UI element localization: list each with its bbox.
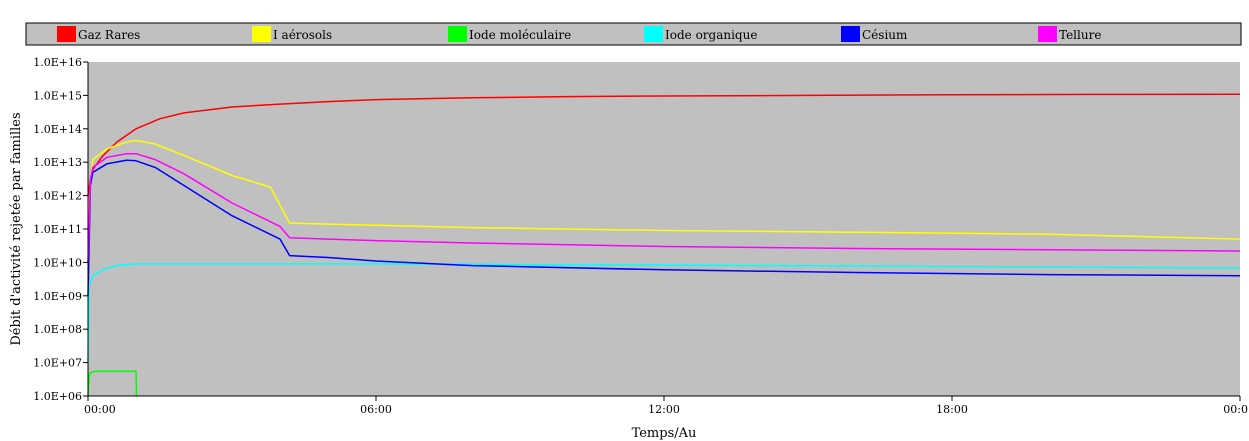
legend: Gaz Rares I aérosols Iode moléculaire Iode … xyxy=(25,22,1242,46)
legend-label-gaz-rares: Gaz Rares xyxy=(78,28,140,42)
y-tick-label: 1.0E+12 xyxy=(33,190,82,203)
x-tick-label: 00:0 xyxy=(1223,403,1248,416)
y-tick-label: 1.0E+14 xyxy=(33,123,82,136)
y-tick-label: 1.0E+13 xyxy=(33,156,82,169)
x-ticks: 00:00 06:00 12:00 18:00 00:0 xyxy=(84,396,1248,416)
series-line-iode-organique xyxy=(87,263,1241,363)
legend-frame xyxy=(25,22,1242,46)
y-tick-label: 1.0E+07 xyxy=(33,357,82,370)
legend-swatch-tellure xyxy=(1038,26,1057,42)
series-line-iode-moleculaire xyxy=(87,370,138,397)
x-axis-title: Temps/Au xyxy=(632,426,697,441)
plot-area xyxy=(88,62,1240,396)
series-layer xyxy=(87,93,1241,397)
y-tick-label: 1.0E+15 xyxy=(33,89,82,102)
y-ticks: 1.0E+06 1.0E+07 1.0E+08 1.0E+09 1.0E+10 1.0E+… xyxy=(33,56,88,403)
y-tick-label: 1.0E+10 xyxy=(33,256,82,269)
x-tick-label: 18:00 xyxy=(936,403,968,416)
legend-label-tellure: Tellure xyxy=(1059,28,1101,42)
series-line-i-aerosols xyxy=(87,139,1241,240)
y-tick-label: 1.0E+11 xyxy=(33,223,82,236)
legend-label-iode-organique: Iode organique xyxy=(665,28,757,42)
y-tick-label: 1.0E+09 xyxy=(33,290,82,303)
x-tick-label: 12:00 xyxy=(648,403,680,416)
x-tick-label: 00:00 xyxy=(84,403,116,416)
y-tick-label: 1.0E+08 xyxy=(33,323,82,336)
legend-swatch-iode-moleculaire xyxy=(448,26,467,42)
x-tick-label: 06:00 xyxy=(360,403,392,416)
legend-swatch-cesium xyxy=(841,26,860,42)
legend-label-i-aerosols: I aérosols xyxy=(273,28,332,42)
legend-label-cesium: Césium xyxy=(862,28,908,42)
y-tick-label: 1.0E+06 xyxy=(33,390,82,403)
series-line-tellure xyxy=(87,152,1241,263)
legend-swatch-i-aerosols xyxy=(252,26,271,42)
legend-label-iode-moleculaire: Iode moléculaire xyxy=(469,28,571,42)
y-tick-label: 1.0E+16 xyxy=(33,56,82,69)
series-line-cesium xyxy=(87,159,1241,296)
series-line-gaz-rares xyxy=(87,93,1241,196)
y-axis-title: Débit d'activité rejetée par familles xyxy=(9,112,24,345)
legend-swatch-iode-organique xyxy=(644,26,663,42)
legend-swatch-gaz-rares xyxy=(57,26,76,42)
